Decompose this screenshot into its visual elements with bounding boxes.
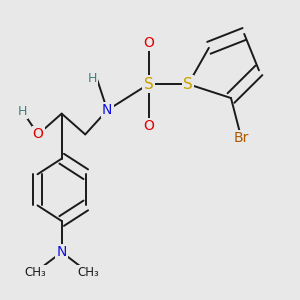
Text: S: S [183,77,193,92]
Text: O: O [33,128,44,141]
Text: CH₃: CH₃ [77,266,99,279]
Text: Br: Br [234,131,249,145]
Text: H: H [18,105,28,119]
Text: N: N [56,245,67,259]
Text: O: O [143,119,154,133]
Text: H: H [88,73,97,85]
Text: O: O [143,36,154,50]
Text: N: N [102,103,112,117]
Text: CH₃: CH₃ [24,266,46,279]
Text: S: S [144,77,153,92]
